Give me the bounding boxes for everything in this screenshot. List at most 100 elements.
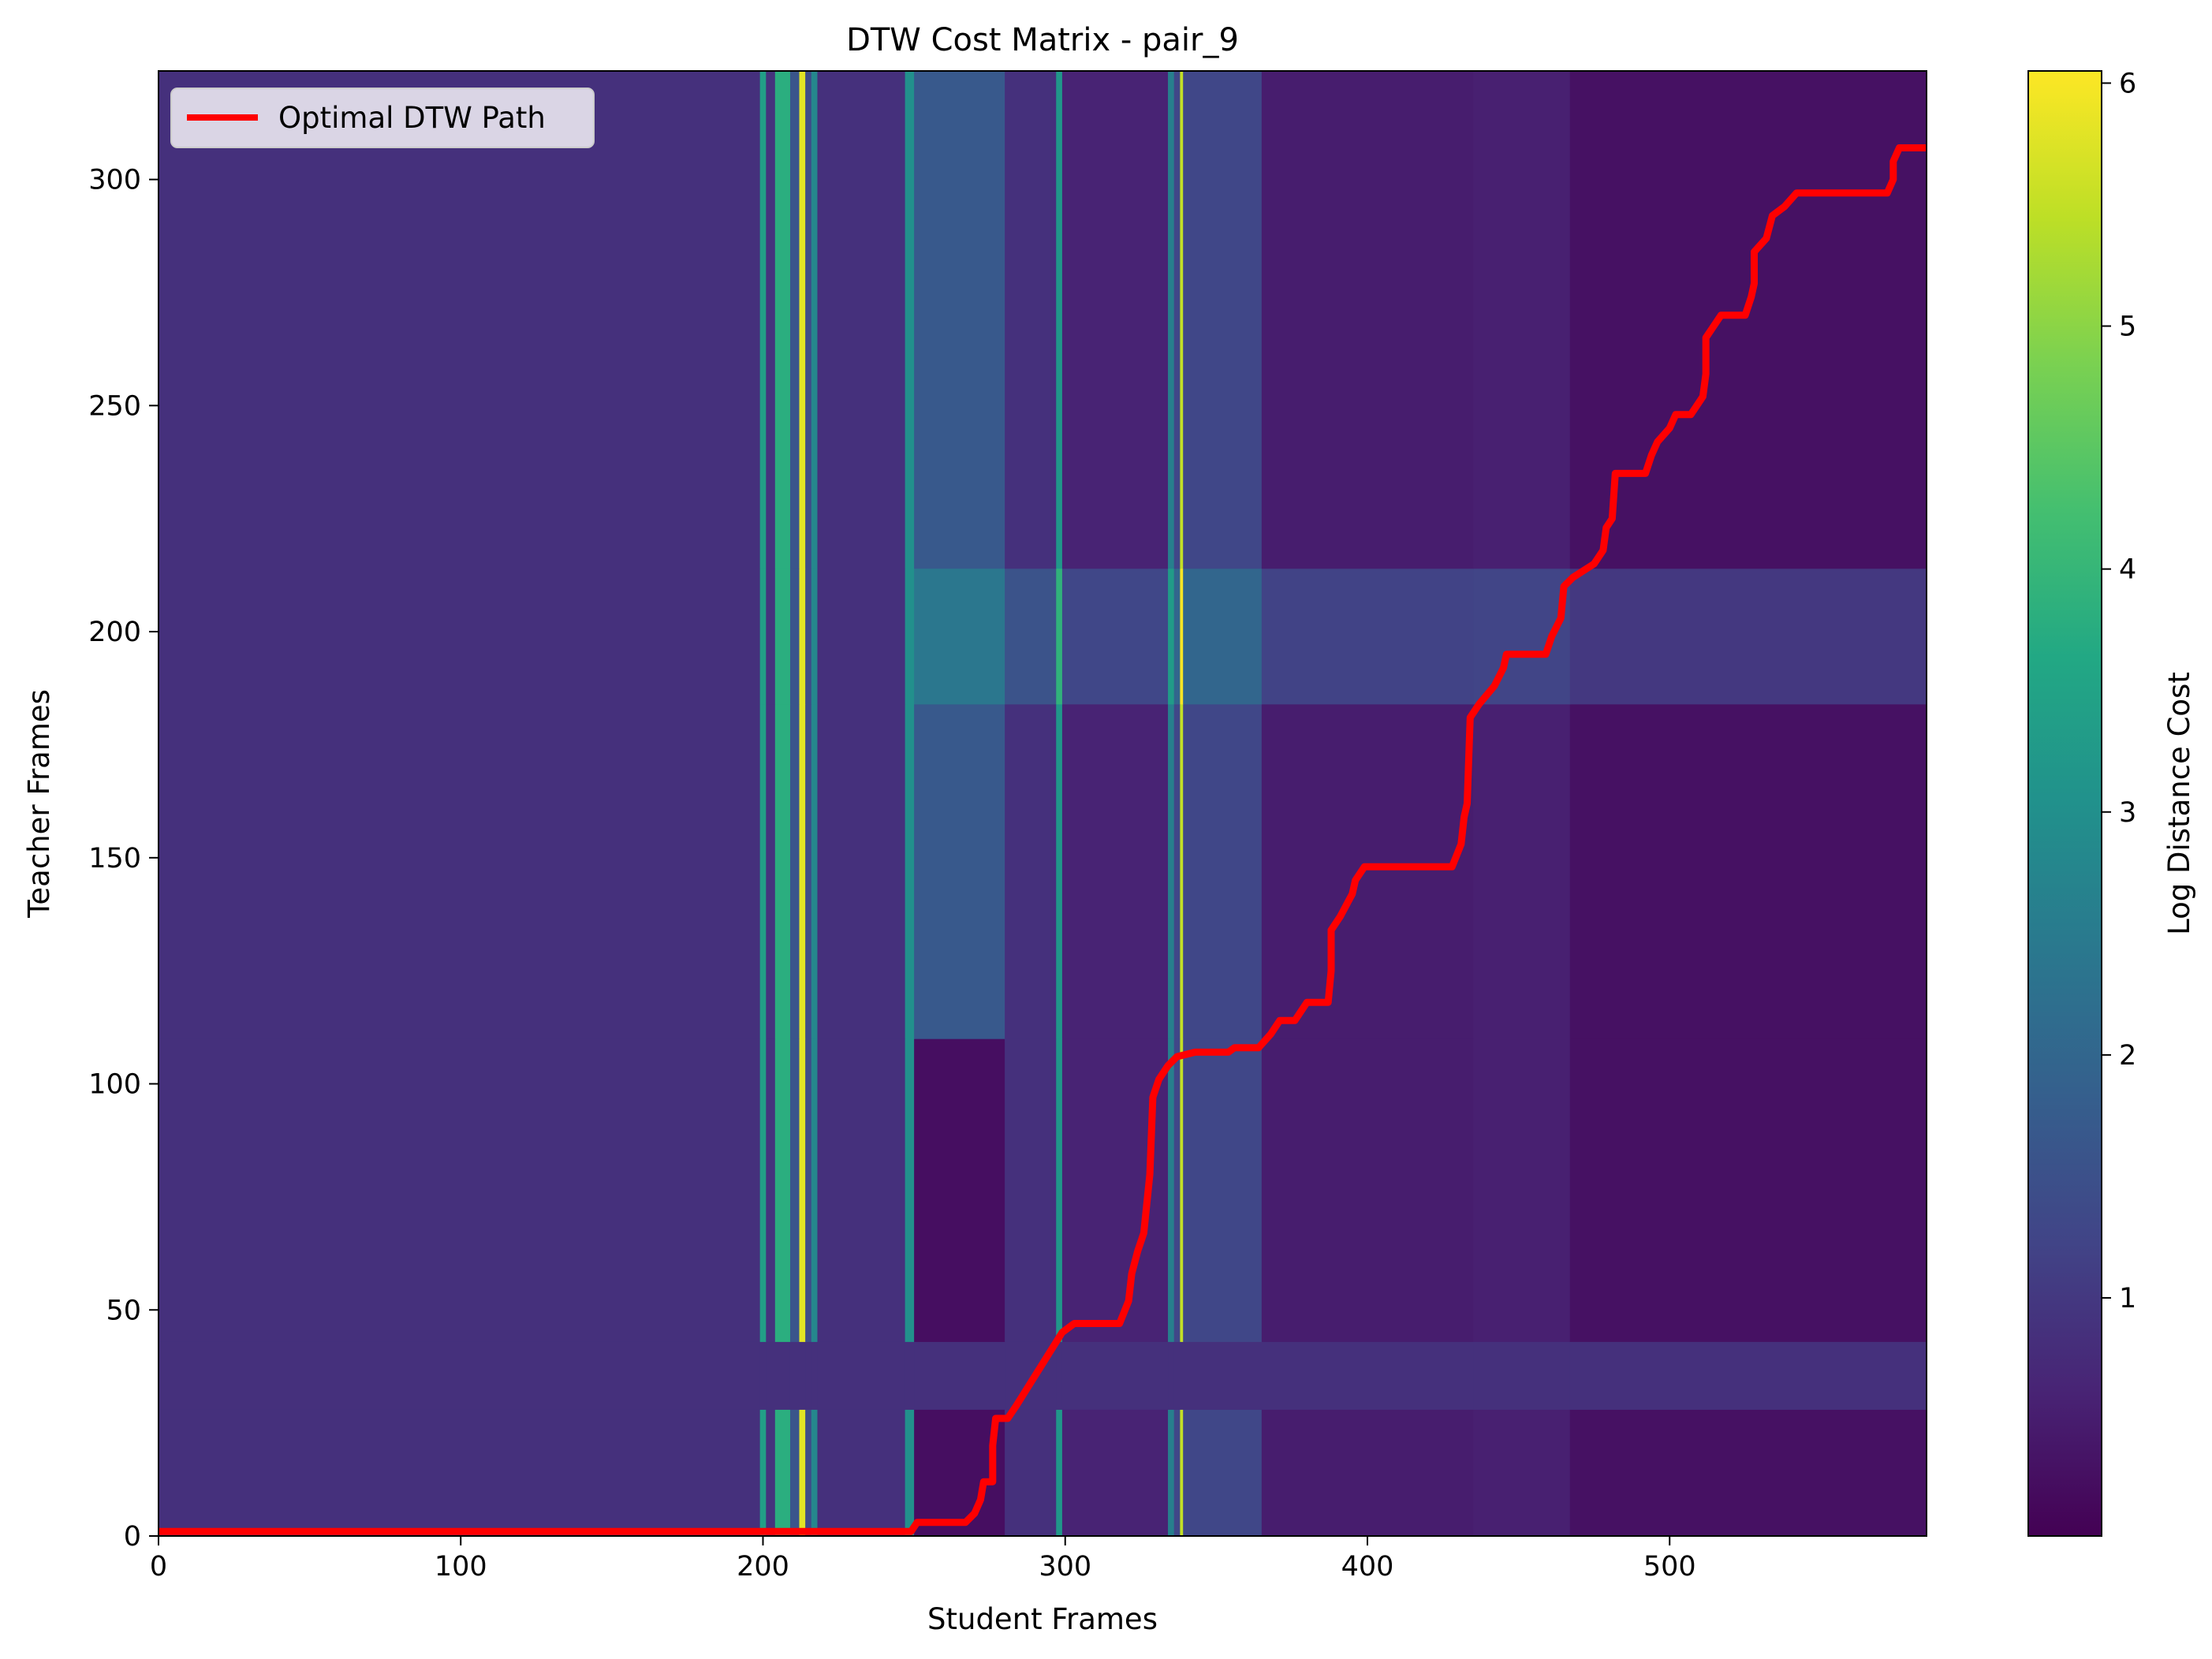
heatmap-cell [817,703,906,1039]
heatmap-cell [811,71,818,569]
heatmap-cell [1261,1409,1474,1536]
heatmap-cell [759,1341,767,1410]
plot-frame [158,70,1927,1537]
heatmap-cell [1180,1341,1184,1410]
heatmap-cell [805,71,812,569]
heatmap-cell [1473,71,1571,569]
heatmap-cell [159,1038,761,1342]
heatmap-cell [774,1038,791,1342]
heatmap [159,71,1927,1536]
heatmap-cell [799,71,806,569]
heatmap-cell [811,568,818,705]
heatmap-cell [1168,1038,1175,1342]
heatmap-cell [789,568,800,705]
heatmap-cell [1061,703,1169,1039]
heatmap-cell [1473,1409,1571,1536]
heatmap-cell [1569,1409,1927,1536]
heatmap-cell [766,703,776,1039]
heatmap-cell [1005,703,1057,1039]
heatmap-cell [914,71,1005,569]
x-tick-label: 0 [150,1551,167,1583]
heatmap-cell [774,703,791,1039]
heatmap-cell [1183,703,1263,1039]
heatmap-cell [805,1341,812,1410]
colorbar-tick-label: 4 [2119,554,2136,586]
heatmap-cell [159,1409,761,1536]
heatmap-cell [759,1409,767,1536]
heatmap-cell [1261,71,1474,569]
heatmap-cell [1183,71,1263,569]
heatmap-cell [774,568,791,705]
y-tick-label: 100 [88,1069,141,1101]
heatmap-cell [774,1409,791,1536]
heatmap-cell [1569,71,1927,569]
heatmap-cell [811,1409,818,1536]
heatmap-cell [766,71,776,569]
heatmap-cell [817,1341,906,1410]
heatmap-cell [905,1038,915,1342]
heatmap-cell [1173,71,1181,569]
heatmap-cell [789,71,800,569]
heatmap-cell [1180,703,1184,1039]
heatmap-cell [1061,71,1169,569]
heatmap-cell [817,1409,906,1536]
heatmap-cell [1173,1409,1181,1536]
heatmap-cell [1569,1341,1927,1410]
heatmap-cell [1005,1409,1057,1536]
heatmap-cell [789,703,800,1039]
heatmap-cell [905,568,915,705]
y-tick-label: 300 [88,165,141,196]
y-axis-label: Teacher Frames [22,689,56,919]
colorbar-gradient [2027,70,2102,1537]
heatmap-cell [789,1409,800,1536]
heatmap-cell [1005,1038,1057,1342]
heatmap-cell [914,1038,1005,1342]
heatmap-cell [1005,71,1057,569]
dtw-path-line [159,144,1927,1535]
heatmap-cell [905,71,915,569]
chart-title: DTW Cost Matrix - pair_9 [846,22,1239,58]
heatmap-cell [759,71,767,569]
heatmap-cell [1173,1341,1181,1410]
heatmap-cell [159,703,761,1039]
heatmap-cell [914,1341,1005,1410]
heatmap-cell [1183,1038,1263,1342]
heatmap-cell [905,1409,915,1536]
colorbar-tick-label: 1 [2119,1283,2136,1314]
heatmap-cell [817,1038,906,1342]
heatmap-cell [1180,1038,1184,1342]
heatmap-cell [817,568,906,705]
heatmap-cell [1005,568,1057,705]
heatmap-cell [1183,1409,1263,1536]
dtw-path-layer [159,144,1927,1535]
heatmap-cell [799,1409,806,1536]
heatmap-cell [1261,703,1474,1039]
heatmap-cell [905,703,915,1039]
heatmap-cell [766,1341,776,1410]
heatmap-cell [1569,1038,1927,1342]
heatmap-cell [811,703,818,1039]
heatmap-cell [1261,568,1474,705]
heatmap-cell [1261,1341,1474,1410]
heatmap-cell [1168,568,1175,705]
heatmap-cell [159,1341,761,1410]
heatmap-cell [1061,1409,1169,1536]
colorbar-tick-label: 3 [2119,797,2136,829]
heatmap-cell [766,1409,776,1536]
heatmap-cell [1168,703,1175,1039]
heatmap-cell [799,703,806,1039]
heatmap-cell [1180,568,1184,705]
heatmap-cell [774,1341,791,1410]
heatmap-cell [1473,703,1571,1039]
heatmap-cell [1056,71,1063,569]
heatmap-cell [1061,1341,1169,1410]
heatmap-cell [811,1341,818,1410]
heatmap-cell [1173,703,1181,1039]
heatmap-cell [914,568,1005,705]
heatmap-cell [759,703,767,1039]
heatmap-cell [1183,568,1263,705]
heatmap-cell [1061,1038,1169,1342]
x-tick-label: 500 [1643,1551,1696,1583]
heatmap-cell [159,71,761,569]
x-tick-label: 400 [1341,1551,1394,1583]
